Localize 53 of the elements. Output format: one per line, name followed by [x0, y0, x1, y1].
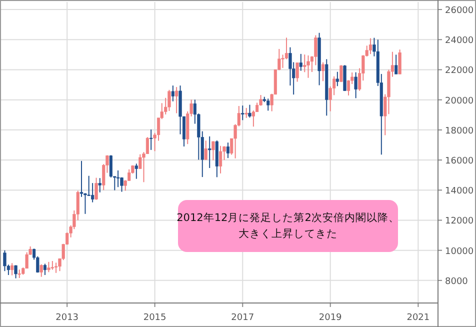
- candlestick: [218, 145, 222, 174]
- y-tick-label: 24000: [445, 36, 474, 46]
- candlestick: [244, 107, 248, 118]
- x-tick-label: 2013: [56, 313, 79, 323]
- candlestick: [266, 98, 270, 112]
- candlestick: [134, 163, 138, 180]
- y-tick-label: 18000: [445, 126, 474, 136]
- annotation: 2012年12月に発足した第2次安倍内閣以降、: [176, 211, 400, 224]
- candlestick: [3, 250, 6, 272]
- y-tick-label: 16000: [445, 156, 474, 167]
- y-tick-label: 8000: [445, 276, 468, 287]
- x-tick-label: 2019: [318, 313, 342, 323]
- candlestick: [306, 54, 310, 78]
- candlestick: [150, 128, 153, 150]
- candlestick: [10, 262, 14, 276]
- candlestick: [299, 53, 302, 72]
- annotation: 大きく上昇してきた: [238, 227, 338, 240]
- x-tick-label: 2015: [143, 313, 166, 323]
- candlestick: [321, 62, 325, 82]
- candlestick: [109, 154, 112, 178]
- candlestick: [43, 263, 47, 276]
- candlestick: [226, 142, 230, 159]
- candlestick: [394, 54, 398, 75]
- candlestick: [174, 86, 178, 114]
- candlestick: [54, 262, 58, 274]
- candlestick: [241, 105, 244, 121]
- candlestick: [98, 178, 102, 193]
- y-tick-label: 26000: [445, 6, 474, 16]
- candlestick: [94, 177, 98, 200]
- y-tick-label: 20000: [445, 96, 474, 106]
- candlestick: [248, 104, 252, 118]
- candlestick: [14, 264, 18, 279]
- candlestick: [91, 182, 94, 203]
- candlestick: [116, 170, 120, 188]
- candlestick: [168, 89, 171, 112]
- candlestick: [47, 261, 50, 273]
- y-tick-label: 10000: [445, 246, 474, 257]
- candlestick: [354, 72, 358, 99]
- candlestick: [336, 71, 339, 87]
- y-tick-label: 12000: [445, 216, 474, 227]
- y-tick-label: 22000: [445, 66, 474, 76]
- candlestick: [398, 49, 402, 75]
- x-tick-label: 2017: [231, 313, 254, 323]
- candlestick: [212, 140, 215, 161]
- candlestick: [171, 85, 174, 102]
- y-tick-label: 14000: [445, 186, 474, 197]
- candlestick: [296, 62, 299, 82]
- candlestick: [40, 264, 43, 278]
- candlestick: [204, 140, 208, 161]
- candlestick: [368, 38, 372, 55]
- x-tick-label: 2021: [406, 313, 430, 323]
- candlestick: [340, 64, 343, 83]
- candlestick: [208, 136, 212, 168]
